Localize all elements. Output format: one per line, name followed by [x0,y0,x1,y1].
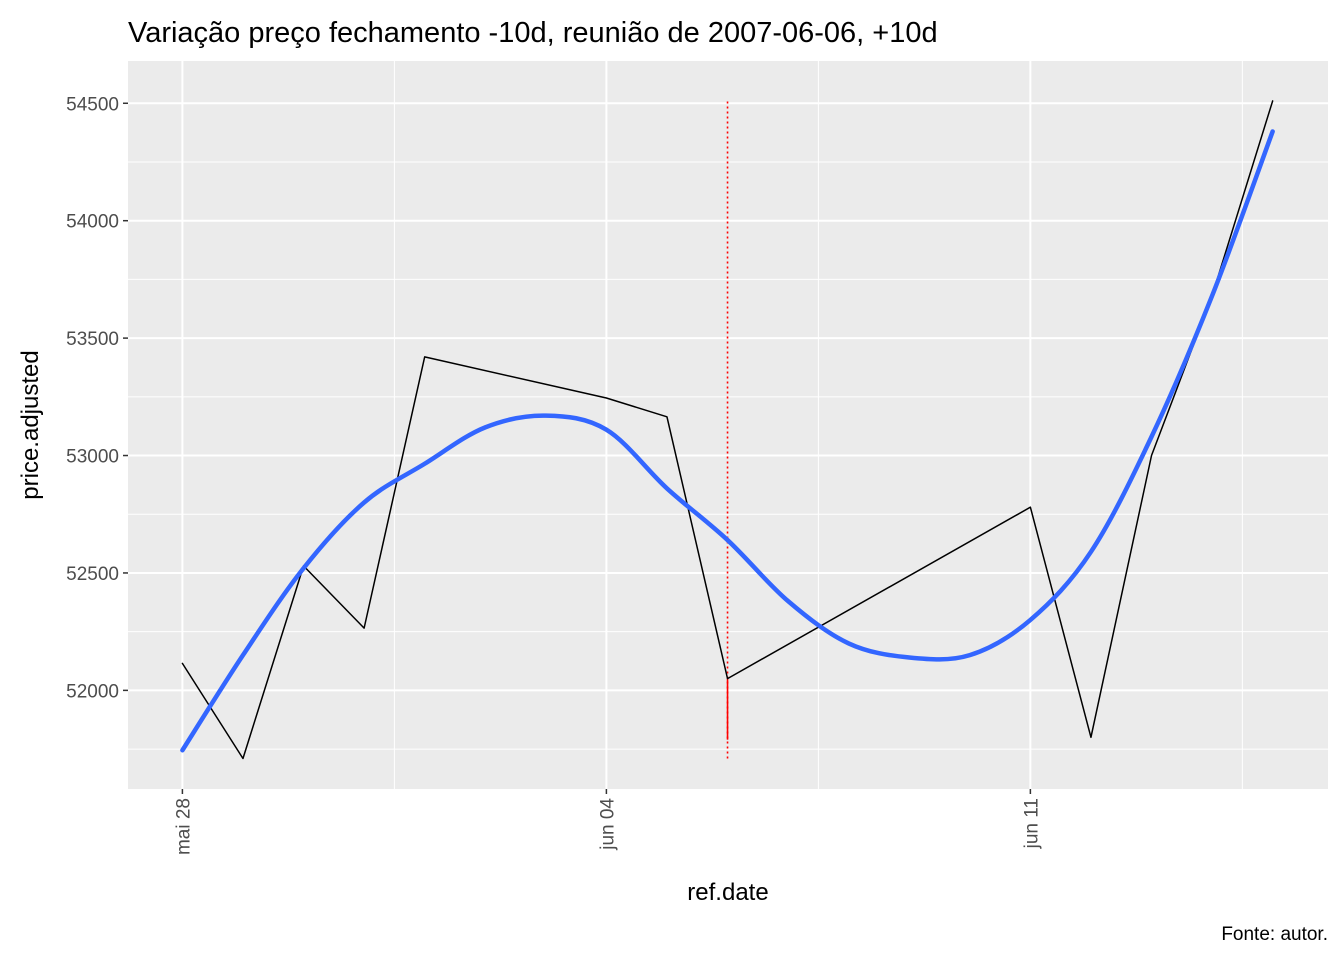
smooth-trend-line [180,129,1275,753]
y-tick-label: 52500 [66,564,119,585]
x-tick-label: jun 11 [1021,798,1042,849]
series-layer [180,100,1275,760]
x-tick-label: mai 28 [173,798,194,855]
y-axis: 52000 52500 53000 53500 54000 54500 [66,94,128,702]
chart-title: Variação preço fechamento -10d, reunião … [128,17,938,49]
y-tick-label: 53500 [66,329,119,350]
y-tick-label: 52000 [66,681,119,702]
x-tick-label: jun 04 [597,798,618,851]
y-tick-label: 54000 [66,212,119,233]
y-tick-label: 54500 [66,94,119,115]
caption: Fonte: autor. [1221,924,1328,945]
x-axis-title: ref.date [687,879,768,906]
y-axis-title: price.adjusted [17,350,44,499]
x-axis: mai 28 jun 04 jun 11 [173,789,1042,855]
y-tick-label: 53000 [66,447,119,468]
